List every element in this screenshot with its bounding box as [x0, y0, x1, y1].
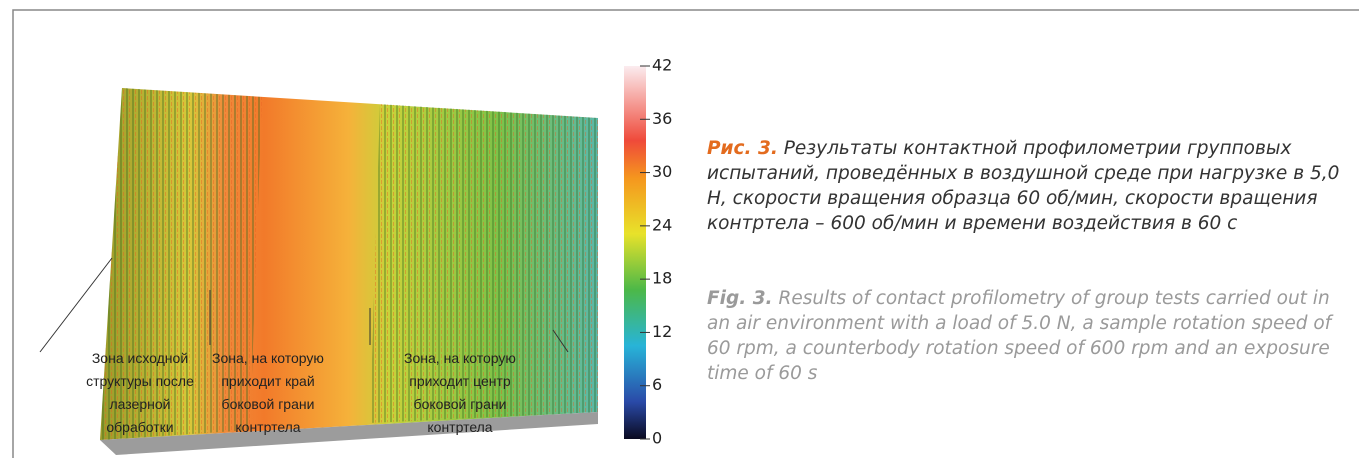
tick-label: 30: [652, 162, 672, 181]
tick-label: 0: [652, 429, 662, 448]
caption-ru: Рис. 3. Результаты контактной профиломет…: [707, 136, 1347, 236]
caption-label: Fig. 3.: [707, 288, 773, 309]
zone-label: контртела: [427, 419, 492, 435]
zone-label: Зона, на которую: [404, 350, 516, 366]
zone-label: боковой грани: [222, 396, 315, 412]
zone-label: Зона исходной: [92, 350, 188, 366]
caption-text: Results of contact profilometry of group…: [707, 288, 1331, 384]
zone-label: структуры после: [86, 373, 194, 389]
tick-label: 6: [652, 375, 662, 394]
zone-label: лазерной: [110, 396, 171, 412]
caption-en: Fig. 3. Results of contact profilometry …: [707, 286, 1347, 386]
zone-label: боковой грани: [414, 396, 507, 412]
tick-label: 24: [652, 215, 672, 234]
zone-label: обработки: [106, 419, 173, 435]
colorbar: [624, 66, 646, 439]
zone-label: приходит край: [221, 373, 314, 389]
caption-text: Результаты контактной профилометрии груп…: [707, 138, 1339, 234]
caption-label: Рис. 3.: [707, 138, 778, 159]
zone-label: приходит центр: [409, 373, 511, 389]
tick-label: 42: [652, 56, 672, 75]
zone-label: Зона, на которую: [212, 350, 324, 366]
zone-label: контртела: [235, 419, 300, 435]
tick-label: 12: [652, 322, 672, 341]
page: 0 6 12 18 24 30 36 42 Зона исходной структуры по…: [0, 0, 1359, 458]
tick-label: 18: [652, 269, 672, 288]
tick-label: 36: [652, 109, 672, 128]
